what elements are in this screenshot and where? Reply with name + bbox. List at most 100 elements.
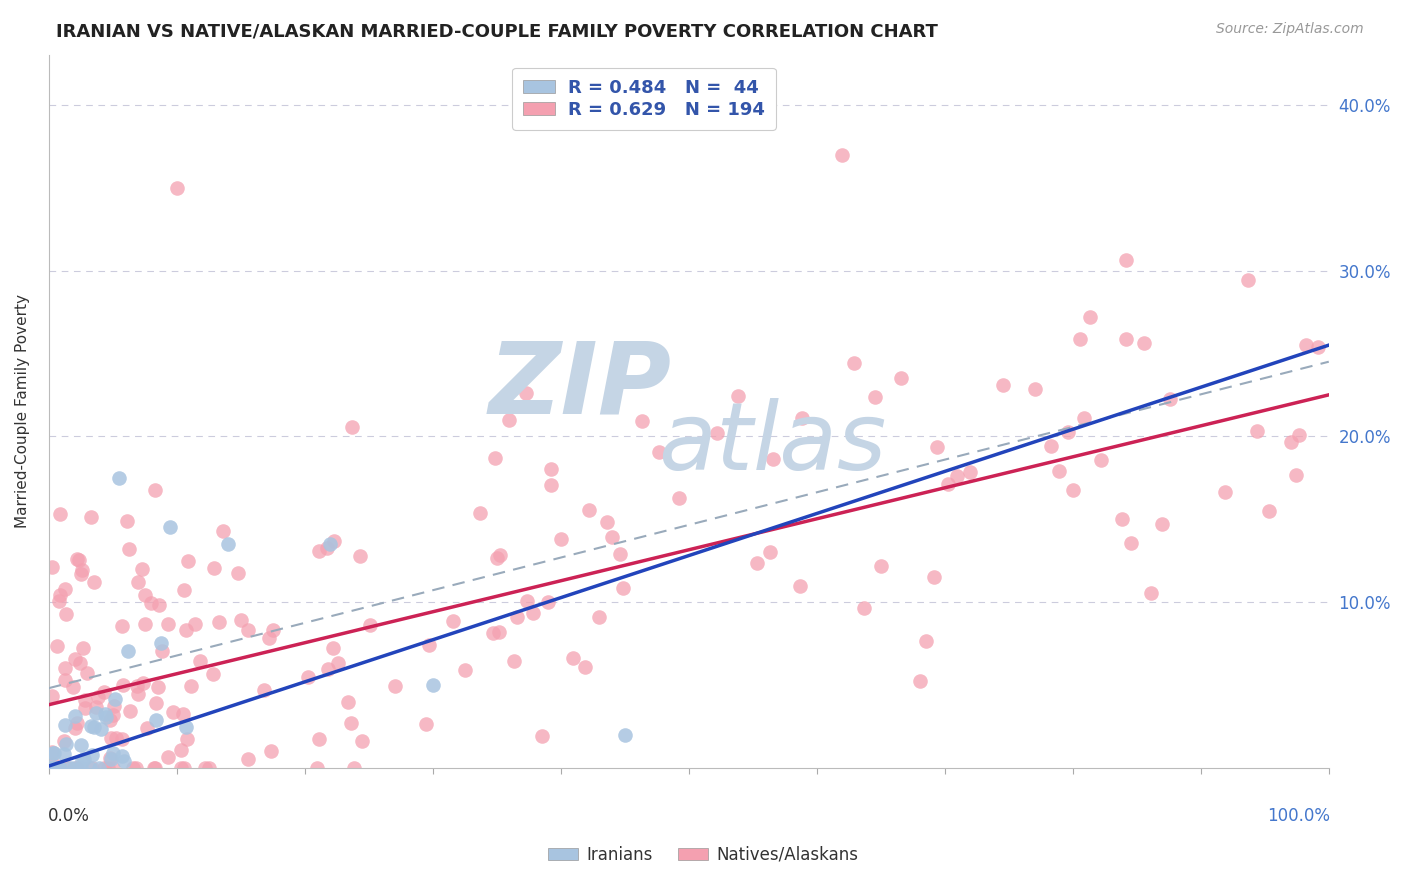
Point — [56, 761, 79, 775]
Point — [108, 471, 131, 485]
Point — [454, 664, 477, 678]
Point — [101, 746, 124, 760]
Point — [53, 734, 76, 748]
Point — [84, 700, 107, 714]
Point — [236, 752, 259, 766]
Point — [319, 537, 342, 551]
Point — [80, 747, 103, 762]
Point — [260, 744, 283, 758]
Point — [104, 691, 127, 706]
Point — [63, 651, 86, 665]
Point — [111, 619, 134, 633]
Point — [48, 761, 70, 775]
Point — [98, 751, 121, 765]
Point — [73, 693, 96, 707]
Point — [149, 635, 172, 649]
Point — [537, 595, 560, 609]
Point — [69, 761, 91, 775]
Point — [1078, 310, 1101, 324]
Point — [73, 752, 96, 766]
Point — [62, 680, 84, 694]
Point — [1062, 483, 1084, 497]
Point — [562, 650, 585, 665]
Point — [118, 542, 141, 557]
Point — [44, 746, 66, 760]
Point — [83, 720, 105, 734]
Point — [72, 641, 94, 656]
Point — [1115, 332, 1137, 346]
Point — [48, 594, 70, 608]
Point — [531, 729, 554, 743]
Point — [70, 761, 93, 775]
Point — [73, 700, 96, 714]
Point — [745, 556, 768, 570]
Point — [66, 552, 89, 566]
Text: ZIP: ZIP — [488, 338, 672, 435]
Point — [991, 378, 1014, 392]
Point — [853, 601, 876, 615]
Point — [668, 491, 690, 505]
Point — [45, 761, 67, 775]
Point — [49, 588, 72, 602]
Point — [41, 745, 63, 759]
Point — [134, 588, 156, 602]
Point — [1073, 411, 1095, 425]
Point — [44, 761, 66, 775]
Point — [613, 727, 636, 741]
Point — [66, 716, 89, 731]
Point — [441, 615, 464, 629]
Legend: R = 0.484   N =  44, R = 0.629   N = 194: R = 0.484 N = 44, R = 0.629 N = 194 — [512, 68, 776, 130]
Point — [488, 624, 510, 639]
Point — [42, 761, 65, 775]
Point — [194, 761, 217, 775]
Point — [506, 610, 529, 624]
Point — [236, 624, 259, 638]
Point — [69, 657, 91, 671]
Point — [53, 582, 76, 596]
Point — [42, 747, 65, 761]
Point — [384, 679, 406, 693]
Point — [257, 631, 280, 645]
Point — [132, 676, 155, 690]
Point — [1306, 340, 1329, 354]
Point — [80, 719, 103, 733]
Point — [574, 660, 596, 674]
Point — [180, 679, 202, 693]
Point — [337, 695, 360, 709]
Point — [176, 732, 198, 747]
Point — [596, 516, 619, 530]
Point — [865, 390, 887, 404]
Point — [188, 654, 211, 668]
Point — [76, 665, 98, 680]
Point — [70, 563, 93, 577]
Point — [38, 761, 60, 775]
Point — [1040, 439, 1063, 453]
Legend: Iranians, Natives/Alaskans: Iranians, Natives/Alaskans — [541, 839, 865, 871]
Point — [84, 706, 107, 720]
Point — [946, 469, 969, 483]
Point — [540, 462, 562, 476]
Point — [83, 575, 105, 590]
Point — [253, 682, 276, 697]
Point — [914, 633, 936, 648]
Point — [197, 761, 219, 775]
Point — [758, 545, 780, 559]
Point — [1121, 536, 1143, 550]
Point — [588, 610, 610, 624]
Point — [762, 451, 785, 466]
Point — [550, 532, 572, 546]
Point — [112, 755, 135, 769]
Point — [328, 656, 350, 670]
Y-axis label: Married-Couple Family Poverty: Married-Couple Family Poverty — [15, 294, 30, 528]
Point — [87, 761, 110, 775]
Point — [842, 356, 865, 370]
Point — [87, 690, 110, 705]
Point — [70, 738, 93, 752]
Point — [79, 761, 101, 775]
Point — [486, 551, 509, 566]
Point — [489, 549, 512, 563]
Point — [609, 547, 631, 561]
Point — [262, 624, 284, 638]
Point — [217, 537, 239, 551]
Point — [201, 667, 224, 681]
